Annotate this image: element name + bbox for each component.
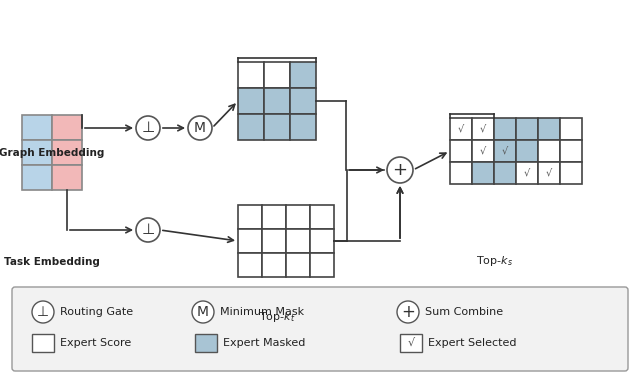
Bar bbox=[290, 114, 316, 140]
Text: ⊥: ⊥ bbox=[141, 120, 155, 135]
Bar bbox=[22, 115, 52, 140]
Bar bbox=[264, 114, 290, 140]
Bar bbox=[238, 229, 262, 253]
Bar bbox=[472, 118, 494, 140]
Bar bbox=[264, 62, 290, 88]
FancyBboxPatch shape bbox=[12, 287, 628, 371]
Text: Routing Gate: Routing Gate bbox=[60, 307, 133, 317]
Bar bbox=[238, 114, 264, 140]
Bar bbox=[286, 229, 310, 253]
Bar bbox=[52, 115, 82, 140]
Bar bbox=[238, 205, 262, 229]
Bar bbox=[262, 253, 286, 277]
Bar bbox=[238, 88, 264, 114]
Text: Expert Selected: Expert Selected bbox=[428, 338, 516, 348]
Circle shape bbox=[136, 116, 160, 140]
Bar bbox=[538, 140, 560, 162]
Bar bbox=[22, 140, 52, 165]
Bar bbox=[32, 334, 54, 352]
Bar bbox=[472, 140, 494, 162]
Bar bbox=[538, 162, 560, 184]
Bar bbox=[516, 162, 538, 184]
Text: ⊥: ⊥ bbox=[37, 305, 49, 319]
Circle shape bbox=[397, 301, 419, 323]
Text: Sum Combine: Sum Combine bbox=[425, 307, 503, 317]
Bar bbox=[238, 253, 262, 277]
Bar bbox=[238, 62, 264, 88]
Text: √: √ bbox=[458, 124, 464, 134]
Bar bbox=[494, 118, 516, 140]
Text: M: M bbox=[194, 121, 206, 135]
Text: Top-$k_s$: Top-$k_s$ bbox=[476, 254, 513, 268]
Bar bbox=[286, 205, 310, 229]
Bar bbox=[264, 88, 290, 114]
Bar bbox=[400, 334, 422, 352]
Circle shape bbox=[387, 157, 413, 183]
Bar bbox=[516, 140, 538, 162]
Bar bbox=[310, 205, 334, 229]
Bar bbox=[290, 88, 316, 114]
Bar bbox=[52, 165, 82, 190]
Bar bbox=[450, 140, 472, 162]
Text: √: √ bbox=[480, 124, 486, 134]
Bar bbox=[560, 140, 582, 162]
Bar bbox=[52, 140, 82, 165]
Bar bbox=[450, 162, 472, 184]
Bar bbox=[472, 162, 494, 184]
Bar bbox=[262, 205, 286, 229]
Bar bbox=[286, 253, 310, 277]
Bar bbox=[262, 229, 286, 253]
Bar bbox=[310, 229, 334, 253]
Text: ⊥: ⊥ bbox=[141, 223, 155, 238]
Text: Task Embedding: Task Embedding bbox=[4, 257, 100, 267]
Text: Expert Masked: Expert Masked bbox=[223, 338, 305, 348]
Bar bbox=[516, 118, 538, 140]
Text: Top-$k_t$: Top-$k_t$ bbox=[259, 310, 295, 324]
Text: +: + bbox=[392, 161, 408, 179]
Text: √: √ bbox=[524, 168, 530, 178]
Bar bbox=[560, 118, 582, 140]
Bar bbox=[450, 118, 472, 140]
Bar bbox=[22, 165, 52, 190]
Text: √: √ bbox=[502, 146, 508, 156]
Bar bbox=[538, 118, 560, 140]
Circle shape bbox=[136, 218, 160, 242]
Text: M: M bbox=[197, 305, 209, 319]
Circle shape bbox=[192, 301, 214, 323]
Bar bbox=[195, 334, 217, 352]
Text: Expert Score: Expert Score bbox=[60, 338, 131, 348]
Bar bbox=[560, 162, 582, 184]
Text: +: + bbox=[401, 303, 415, 321]
Text: √: √ bbox=[408, 338, 415, 348]
Circle shape bbox=[32, 301, 54, 323]
Bar bbox=[290, 62, 316, 88]
Text: Minimum Mask: Minimum Mask bbox=[220, 307, 304, 317]
Text: √: √ bbox=[480, 146, 486, 156]
Text: Graph Embedding: Graph Embedding bbox=[0, 148, 105, 158]
Bar bbox=[494, 162, 516, 184]
Text: √: √ bbox=[546, 168, 552, 178]
Bar bbox=[310, 253, 334, 277]
Circle shape bbox=[188, 116, 212, 140]
Bar bbox=[494, 140, 516, 162]
